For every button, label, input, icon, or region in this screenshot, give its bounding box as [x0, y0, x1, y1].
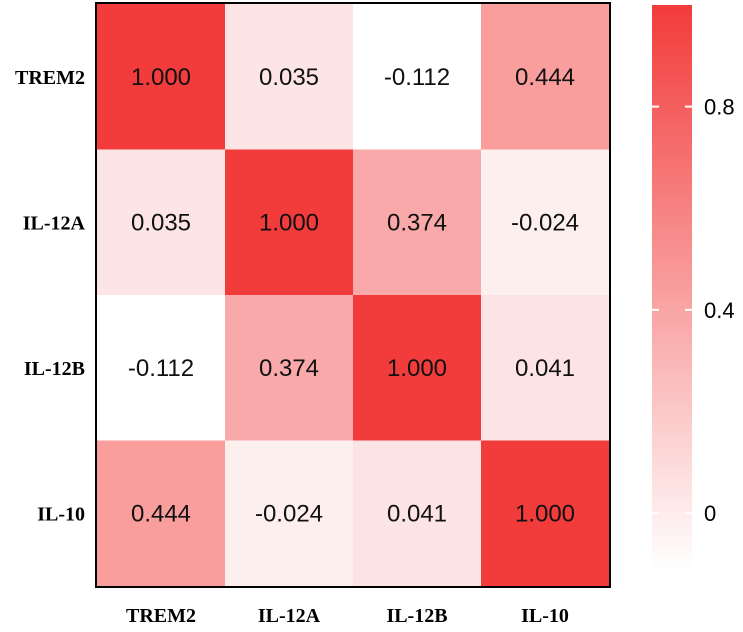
row-label: IL-10	[37, 503, 85, 525]
heatmap-border	[95, 2, 611, 588]
cell-value-label: 0.041	[515, 355, 575, 382]
cell-value-label: 0.035	[259, 64, 319, 91]
cell-value-label: 0.041	[387, 500, 447, 527]
colorbar-tick-label: 0	[704, 501, 716, 526]
heatmap-cell	[97, 440, 226, 587]
cell-value-label: 0.444	[131, 500, 191, 527]
cell-value-label: 1.000	[131, 64, 191, 91]
cell-value-label: -0.024	[511, 209, 579, 236]
column-label: IL-12A	[258, 605, 321, 627]
heatmap-cell	[225, 295, 354, 441]
cell-value-label: 1.000	[515, 500, 575, 527]
heatmap-cells: 1.000 0.035 -0.112 0.444 0.035 1.000 0.374 -0.0…	[97, 4, 610, 587]
heatmap-cell	[481, 440, 610, 587]
row-label: IL-12B	[24, 358, 85, 380]
column-label: IL-10	[521, 605, 569, 627]
column-labels: TREM2 IL-12A IL-12B IL-10	[126, 605, 569, 627]
colorbar-tick-label: 0.4	[704, 298, 735, 323]
heatmap-cell	[481, 4, 610, 150]
cell-value-label: 0.374	[259, 355, 319, 382]
cell-value-label: -0.112	[128, 355, 194, 382]
cell-value-label: -0.024	[255, 500, 323, 527]
row-label: IL-12A	[23, 212, 86, 234]
heatmap-cell	[225, 149, 354, 296]
heatmap-cell	[97, 149, 226, 296]
row-labels: TREM2 IL-12A IL-12B IL-10	[15, 67, 86, 526]
column-label: TREM2	[126, 605, 196, 627]
colorbar-gradient	[652, 5, 692, 570]
cell-value-label: 0.374	[387, 209, 447, 236]
cell-value-label: 0.035	[131, 209, 191, 236]
heatmap-cell	[353, 295, 482, 441]
heatmap-cell	[353, 440, 482, 587]
row-label: TREM2	[15, 67, 85, 89]
column-label: IL-12B	[386, 605, 447, 627]
colorbar-tick-label: 0.8	[704, 95, 735, 120]
cell-value-label: -0.112	[384, 64, 450, 91]
cell-value-label: 1.000	[387, 355, 447, 382]
cell-value-label: 0.444	[515, 64, 575, 91]
heatmap-cell	[97, 4, 226, 150]
heatmap-cell	[353, 4, 482, 150]
colorbar: 0 0.4 0.8	[652, 5, 735, 570]
heatmap-cell	[481, 149, 610, 296]
cell-value-label: 1.000	[259, 209, 319, 236]
heatmap-cell	[353, 149, 482, 296]
heatmap-cell	[481, 295, 610, 441]
heatmap-cell	[225, 440, 354, 587]
heatmap-cell	[97, 295, 226, 441]
heatmap-cell	[225, 4, 354, 150]
